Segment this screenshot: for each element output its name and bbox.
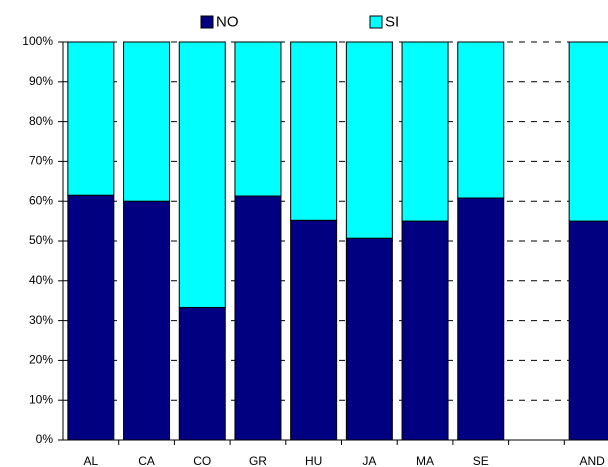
bar-segment (67, 41, 115, 196)
bar-segment (345, 237, 393, 441)
legend-swatch (369, 15, 383, 29)
bar-segment (178, 306, 226, 441)
y-tick-label: 20% (29, 353, 53, 367)
y-tick-label: 60% (29, 193, 53, 207)
x-tick-label: AL (84, 454, 99, 467)
bar-segment (178, 41, 226, 308)
bar-segment (67, 194, 115, 441)
bar-segment (401, 41, 449, 222)
legend-swatch (200, 15, 214, 29)
y-tick-label: 40% (29, 273, 53, 287)
y-tick-label: 100% (22, 34, 53, 48)
y-tick-label: 80% (29, 114, 53, 128)
bar-segment (234, 195, 282, 441)
x-tick-label: SE (473, 454, 489, 467)
bar-segment (345, 41, 393, 239)
x-tick-label: CA (138, 454, 155, 467)
bar-segment (290, 41, 338, 221)
legend-label: NO (216, 13, 239, 30)
x-tick-label: AND (579, 454, 605, 467)
bar-segment (123, 200, 171, 441)
y-tick-label: 90% (29, 74, 53, 88)
bar-segment (568, 41, 608, 222)
x-tick-label: JA (362, 454, 376, 467)
y-tick-label: 10% (29, 392, 53, 406)
bar-segment (457, 197, 505, 441)
bar-segment (457, 41, 505, 199)
legend-label: SI (385, 13, 399, 30)
bar-segment (568, 220, 608, 441)
y-tick-label: 70% (29, 154, 53, 168)
x-tick-label: GR (249, 454, 267, 467)
bar-segment (234, 41, 282, 197)
x-tick-label: CO (193, 454, 211, 467)
x-tick-label: MA (416, 454, 434, 467)
y-tick-label: 50% (29, 233, 53, 247)
y-tick-label: 30% (29, 313, 53, 327)
x-tick-label: HU (305, 454, 322, 467)
bar-segment (290, 219, 338, 441)
bar-segment (123, 41, 171, 202)
bar-segment (401, 220, 449, 441)
y-tick-label: 0% (36, 432, 54, 446)
